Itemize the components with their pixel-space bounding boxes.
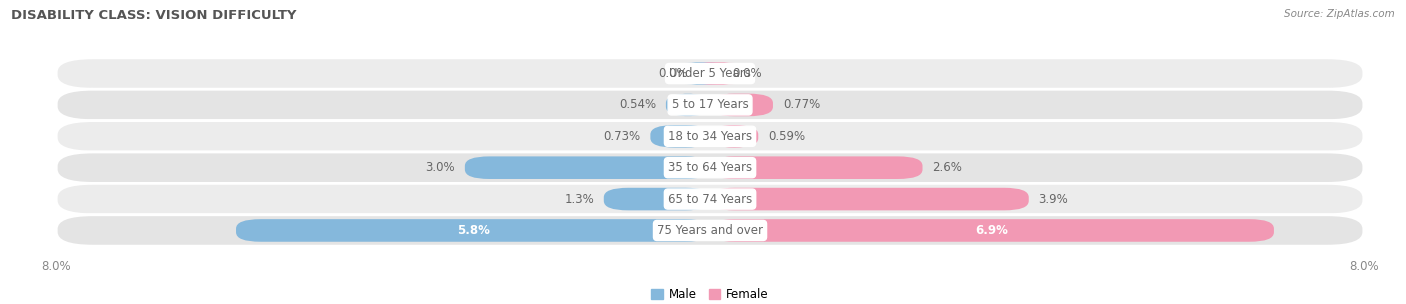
FancyBboxPatch shape bbox=[56, 152, 1364, 183]
Legend: Male, Female: Male, Female bbox=[647, 283, 773, 304]
FancyBboxPatch shape bbox=[710, 188, 1029, 210]
FancyBboxPatch shape bbox=[686, 62, 723, 85]
Text: 0.0%: 0.0% bbox=[658, 67, 688, 80]
FancyBboxPatch shape bbox=[56, 58, 1364, 89]
Text: 0.73%: 0.73% bbox=[603, 130, 641, 143]
Text: 5 to 17 Years: 5 to 17 Years bbox=[672, 98, 748, 112]
Text: DISABILITY CLASS: VISION DIFFICULTY: DISABILITY CLASS: VISION DIFFICULTY bbox=[11, 9, 297, 22]
Text: 18 to 34 Years: 18 to 34 Years bbox=[668, 130, 752, 143]
Text: 3.9%: 3.9% bbox=[1039, 192, 1069, 206]
Text: 65 to 74 Years: 65 to 74 Years bbox=[668, 192, 752, 206]
Text: 2.6%: 2.6% bbox=[932, 161, 962, 174]
Text: 0.54%: 0.54% bbox=[619, 98, 657, 112]
FancyBboxPatch shape bbox=[465, 156, 710, 179]
Text: 35 to 64 Years: 35 to 64 Years bbox=[668, 161, 752, 174]
Text: 3.0%: 3.0% bbox=[426, 161, 456, 174]
Text: 1.3%: 1.3% bbox=[564, 192, 593, 206]
Text: Source: ZipAtlas.com: Source: ZipAtlas.com bbox=[1284, 9, 1395, 19]
FancyBboxPatch shape bbox=[710, 156, 922, 179]
FancyBboxPatch shape bbox=[697, 62, 734, 85]
Text: Under 5 Years: Under 5 Years bbox=[669, 67, 751, 80]
FancyBboxPatch shape bbox=[710, 94, 773, 116]
Text: 0.0%: 0.0% bbox=[733, 67, 762, 80]
Text: 5.8%: 5.8% bbox=[457, 224, 489, 237]
Text: 75 Years and over: 75 Years and over bbox=[657, 224, 763, 237]
Text: 0.59%: 0.59% bbox=[768, 130, 806, 143]
FancyBboxPatch shape bbox=[56, 89, 1364, 121]
Text: 6.9%: 6.9% bbox=[976, 224, 1008, 237]
FancyBboxPatch shape bbox=[56, 215, 1364, 246]
Text: 0.77%: 0.77% bbox=[783, 98, 820, 112]
FancyBboxPatch shape bbox=[710, 219, 1274, 242]
FancyBboxPatch shape bbox=[603, 188, 710, 210]
FancyBboxPatch shape bbox=[56, 121, 1364, 152]
FancyBboxPatch shape bbox=[56, 183, 1364, 215]
FancyBboxPatch shape bbox=[710, 125, 758, 148]
FancyBboxPatch shape bbox=[236, 219, 710, 242]
FancyBboxPatch shape bbox=[666, 94, 710, 116]
FancyBboxPatch shape bbox=[651, 125, 710, 148]
